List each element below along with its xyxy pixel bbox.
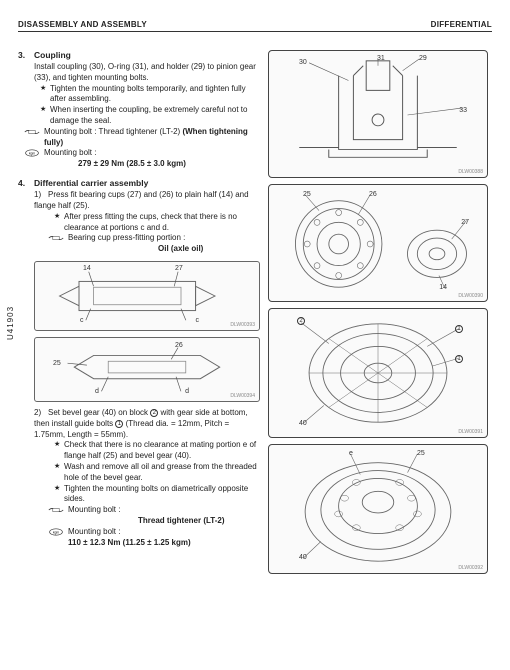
inline-diagram-1: 14 27 c c DLW00393: [34, 261, 260, 331]
header-left: DISASSEMBLY AND ASSEMBLY: [18, 20, 147, 29]
callout: 40: [299, 554, 307, 561]
callout: 14: [83, 265, 91, 272]
oil-spec: Bearing cup press-fitting portion :Oil (…: [48, 233, 260, 255]
torque-icon: kgm: [24, 149, 40, 161]
figure-id: DLW00388: [458, 169, 483, 175]
note: After press fitting the cups, check that…: [54, 212, 260, 234]
step-text: Press fit bearing cups (27) and (26) to …: [34, 190, 249, 210]
paragraph: Install coupling (30), O-ring (31), and …: [34, 62, 260, 84]
figure-bevel-gear: 2 1 1 40: [268, 308, 488, 438]
section-title: 3.Coupling: [18, 50, 260, 60]
callout: 31: [377, 55, 385, 62]
figure-coupling: 30 31 29 33: [268, 50, 488, 178]
figure-id: DLW00393: [230, 322, 255, 328]
section-number: 3.: [18, 50, 34, 60]
callout: 29: [419, 55, 427, 62]
step-body: Check that there is no clearance at mati…: [48, 440, 260, 505]
star-list: Tighten the mounting bolts temporarily, …: [34, 84, 260, 127]
section-number: 4.: [18, 178, 34, 188]
callout: 26: [175, 342, 183, 349]
mechanical-drawing-icon: [269, 51, 487, 177]
left-column: 3.Coupling Install coupling (30), O-ring…: [18, 50, 268, 580]
step-text: Set bevel gear (40) on block 2 with gear…: [34, 408, 248, 439]
svg-text:kgm: kgm: [29, 152, 35, 156]
inline-diagram-2: 25 26 d d DLW00394: [34, 337, 260, 402]
content: 3.Coupling Install coupling (30), O-ring…: [18, 50, 492, 580]
svg-text:kgm: kgm: [53, 530, 59, 534]
callout: 25: [417, 450, 425, 457]
step: 1)Press fit bearing cups (27) and (26) t…: [34, 190, 260, 212]
torque-value: 279 ± 29 Nm (28.5 ± 3.0 kgm): [78, 159, 260, 168]
header-right: DIFFERENTIAL: [431, 20, 492, 29]
schematic-icon: [35, 262, 259, 330]
callout: 25: [53, 360, 61, 367]
section-coupling: 3.Coupling Install coupling (30), O-ring…: [18, 50, 260, 168]
callout: 1: [455, 355, 463, 363]
callout: 27: [175, 265, 183, 272]
step: 2)Set bevel gear (40) on block 2 with ge…: [34, 408, 260, 440]
figure-id: DLW00390: [458, 293, 483, 299]
note: When inserting the coupling, be extremel…: [40, 105, 260, 127]
schematic-icon: [35, 338, 259, 401]
spec-text: Mounting bolt : Thread tightener (LT-2) …: [44, 127, 248, 147]
torque-value: 110 ± 12.3 Nm (11.25 ± 1.25 kgm): [68, 538, 260, 547]
thread-icon: [24, 128, 40, 140]
thread-icon: [48, 506, 64, 518]
step-body: After press fitting the cups, check that…: [48, 212, 260, 234]
note: Tighten the mounting bolts temporarily, …: [40, 84, 260, 106]
section-heading: Differential carrier assembly: [34, 178, 148, 188]
torque-spec: kgm Mounting bolt :: [48, 527, 260, 538]
right-column: 30 31 29 33: [268, 50, 488, 580]
section-heading: Coupling: [34, 50, 71, 60]
section-differential: 4.Differential carrier assembly 1)Press …: [18, 178, 260, 546]
step-number: 1): [34, 190, 48, 201]
callout: 33: [459, 107, 467, 114]
spec-label: Mounting bolt :: [68, 527, 120, 536]
spec-text: Mounting bolt :Thread tightener (LT-2): [68, 505, 225, 525]
callout: c: [80, 317, 84, 324]
callout: d: [95, 388, 99, 395]
callout: d: [185, 388, 189, 395]
thread-spec: Mounting bolt :Thread tightener (LT-2): [48, 505, 260, 527]
callout: 14: [439, 284, 447, 291]
note: Wash and remove all oil and grease from …: [54, 462, 260, 484]
figure-bearing-cups: 25 26 27 14: [268, 184, 488, 302]
mechanical-drawing-icon: [269, 185, 487, 301]
note: Tighten the mounting bolts on diametrica…: [54, 484, 260, 506]
figure-id: DLW00391: [458, 429, 483, 435]
spec-text: Bearing cup press-fitting portion :Oil (…: [68, 233, 203, 253]
callout: e: [349, 450, 353, 457]
page-header: DISASSEMBLY AND ASSEMBLY DIFFERENTIAL: [18, 20, 492, 32]
side-code: U41903: [6, 306, 15, 340]
callout: 26: [369, 191, 377, 198]
figure-id: DLW00394: [230, 393, 255, 399]
torque-icon: kgm: [48, 528, 64, 540]
section-title: 4.Differential carrier assembly: [18, 178, 260, 188]
callout: 1: [455, 325, 463, 333]
callout: 2: [297, 317, 305, 325]
callout: c: [196, 317, 200, 324]
callout: 30: [299, 59, 307, 66]
torque-spec: kgm Mounting bolt :: [24, 148, 260, 159]
callout: 27: [461, 219, 469, 226]
note: Check that there is no clearance at mati…: [54, 440, 260, 462]
oil-icon: [48, 234, 64, 246]
page: DISASSEMBLY AND ASSEMBLY DIFFERENTIAL U4…: [0, 0, 510, 670]
callout: 40: [299, 420, 307, 427]
thread-spec: Mounting bolt : Thread tightener (LT-2) …: [24, 127, 260, 149]
step-number: 2): [34, 408, 48, 419]
figure-id: DLW00392: [458, 565, 483, 571]
spec-label: Mounting bolt :: [44, 148, 96, 157]
callout: 25: [303, 191, 311, 198]
figure-flange-mate: e 25 40: [268, 444, 488, 574]
